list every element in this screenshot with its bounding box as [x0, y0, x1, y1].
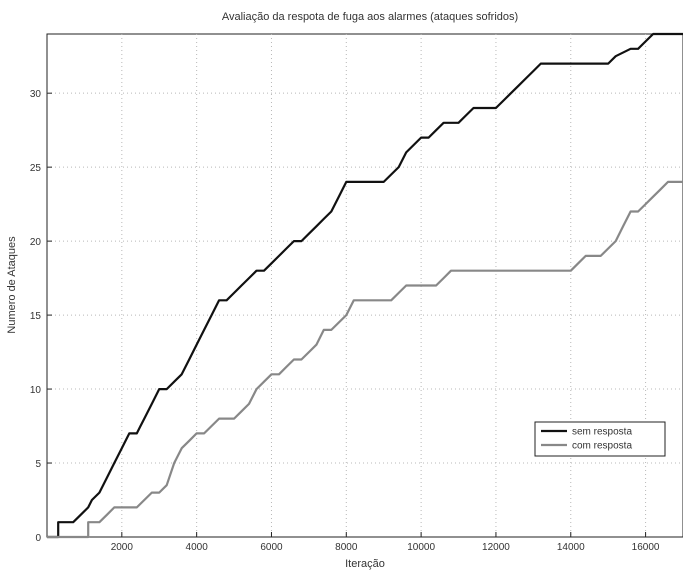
x-tick-label: 4000 [186, 542, 209, 553]
x-tick-label: 10000 [407, 542, 435, 553]
y-tick-label: 20 [30, 237, 42, 248]
y-tick-label: 5 [35, 459, 41, 470]
series-line-1 [47, 180, 683, 539]
legend-entry: sem resposta [572, 427, 632, 438]
legend-box [534, 421, 666, 457]
legend: sem resposta com resposta [534, 421, 666, 457]
y-axis-label: Numero de Ataques [6, 236, 18, 334]
legend-entry: com resposta [572, 441, 632, 452]
x-tick-label: 16000 [632, 542, 660, 553]
y-tick-label: 10 [30, 385, 42, 396]
plot-area [46, 33, 683, 538]
axis-ticks: 2000 4000 6000 8000 10000 12000 14000 16000 0 5 10… [30, 89, 660, 553]
x-tick-label: 8000 [335, 542, 358, 553]
y-tick-label: 30 [30, 89, 42, 100]
x-tick-label: 2000 [111, 542, 134, 553]
x-tick-label: 12000 [482, 542, 510, 553]
chart-title: Avaliação da respota de fuga aos alarmes… [222, 11, 518, 23]
series-lines [47, 32, 683, 539]
y-tick-label: 25 [30, 163, 42, 174]
y-tick-label: 0 [35, 533, 41, 544]
x-axis-label: Iteração [345, 558, 385, 570]
y-tick-label: 15 [30, 311, 42, 322]
series-line-0 [47, 32, 683, 539]
x-tick-label: 14000 [557, 542, 585, 553]
x-tick-label: 6000 [260, 542, 283, 553]
